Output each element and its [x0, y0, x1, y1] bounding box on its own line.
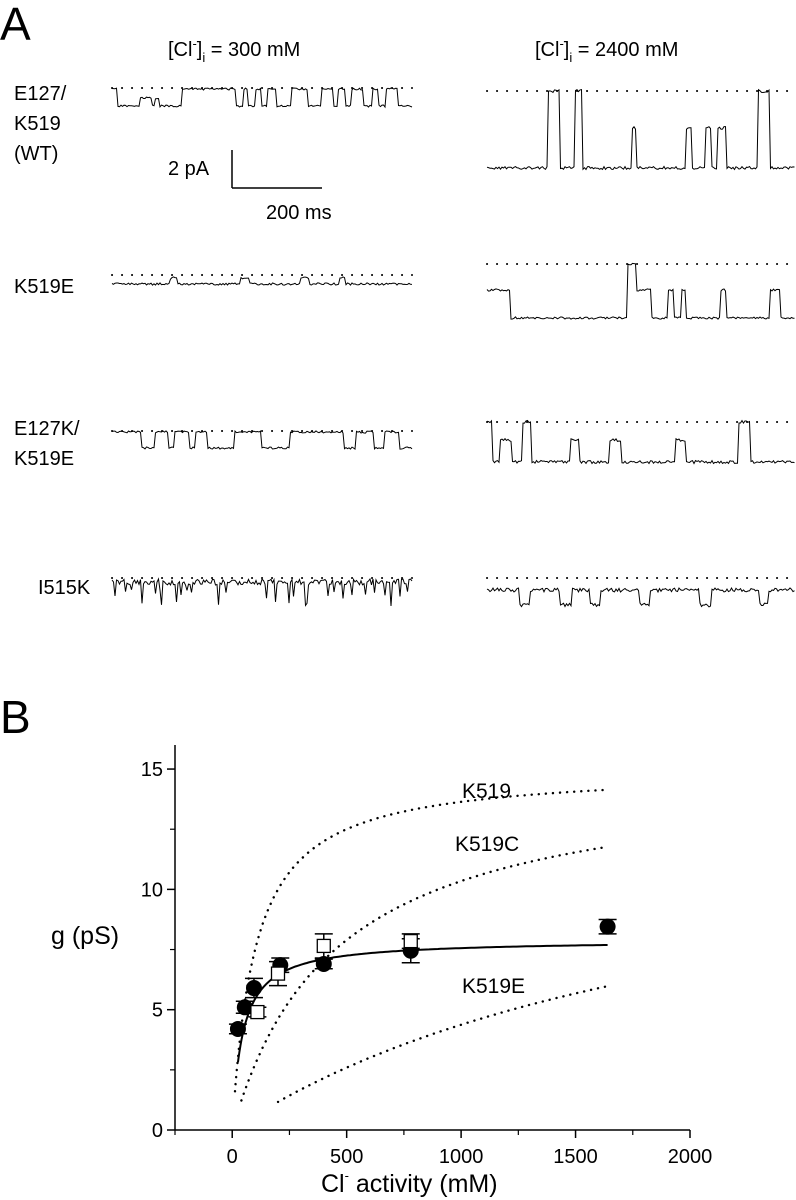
trace-e127k-2400 — [486, 419, 795, 465]
curve-labels: K519 K519C K519E — [455, 780, 525, 998]
x-axis-title-suffix: activity (mM) — [349, 1170, 498, 1198]
row-label-e127k-line1: E127K/ — [14, 418, 80, 440]
condition-2400-superscript: - — [559, 36, 563, 51]
row-label-k519e: K519E — [14, 276, 74, 298]
condition-300-suffix: = 300 mM — [205, 39, 300, 61]
data-point-circle — [599, 918, 616, 935]
curve-label-k519c: K519C — [455, 833, 519, 856]
x-ticks: 0 500 1000 1500 2000 — [174, 1130, 713, 1168]
condition-300-prefix: [Cl — [168, 39, 192, 61]
x-tick-label: 1500 — [553, 1146, 598, 1168]
x-tick-label: 1000 — [439, 1146, 484, 1168]
panel-a-letter: A — [0, 0, 31, 50]
row-label-e127k-line2: K519E — [14, 448, 74, 470]
trace-wt-2400 — [486, 88, 795, 171]
x-tick-label: 2000 — [668, 1146, 713, 1168]
condition-label-300: [Cl-]i = 300 mM — [168, 36, 300, 65]
row-label-wt-line1: E127/ — [14, 83, 67, 105]
scale-bar-current-label: 2 pA — [168, 158, 210, 180]
y-tick-label: 0 — [152, 1120, 163, 1142]
condition-2400-prefix: [Cl — [535, 39, 559, 61]
data-point-circle — [315, 955, 332, 972]
data-points — [229, 918, 616, 1037]
model-curve-k519 — [233, 788, 609, 1093]
trace-i515k-300 — [111, 577, 413, 607]
row-label-i515k: I515K — [38, 577, 91, 599]
trace-k519e-2400 — [486, 262, 795, 320]
condition-2400-suffix: = 2400 mM — [572, 39, 678, 61]
data-point-square — [250, 1004, 265, 1020]
curve-label-k519: K519 — [462, 780, 511, 803]
conductance-chart: 0 500 1000 1500 2000 0 5 10 15 K519 K519C K519E g… — [51, 745, 712, 1198]
data-point-circle — [236, 999, 253, 1016]
data-point-square — [403, 933, 418, 949]
condition-label-2400: [Cl-]i = 2400 mM — [535, 36, 678, 65]
model-curves — [233, 788, 609, 1104]
fit-curve — [236, 944, 608, 1063]
trace-e127k-300 — [111, 429, 413, 451]
trace-i515k-2400 — [486, 586, 795, 608]
data-point-circle — [229, 1020, 246, 1037]
curve-label-k519e: K519E — [462, 975, 525, 998]
x-tick-label: 0 — [227, 1146, 238, 1168]
condition-2400-subscript: i — [569, 50, 572, 65]
condition-300-close: ] — [197, 39, 203, 61]
condition-300-subscript: i — [202, 50, 205, 65]
x-axis-title-prefix: Cl — [321, 1170, 345, 1198]
scale-bar: 2 pA 200 ms — [168, 150, 332, 224]
condition-2400-close: ] — [564, 39, 570, 61]
y-tick-label: 15 — [141, 759, 163, 781]
data-point-circle — [245, 980, 262, 997]
y-tick-label: 5 — [152, 1000, 163, 1022]
panel-b-letter: B — [0, 691, 31, 743]
error-bars — [228, 918, 617, 1035]
data-point-square — [316, 938, 331, 954]
x-tick-label: 500 — [330, 1146, 363, 1168]
trace-wt-300 — [111, 87, 413, 109]
y-axis-title: g (pS) — [51, 922, 119, 950]
data-point-square — [270, 966, 286, 981]
y-tick-label: 10 — [141, 879, 163, 901]
condition-300-superscript: - — [192, 36, 196, 51]
x-axis-title-superscript: - — [345, 1168, 349, 1183]
trace-k519e-300 — [111, 276, 413, 286]
x-axis-title: Cl- activity (mM) — [321, 1168, 498, 1198]
model-curve-k519e — [276, 984, 609, 1104]
model-curve-k519c — [240, 845, 609, 1102]
fit-curve-group — [236, 944, 608, 1063]
y-ticks: 0 5 10 15 — [141, 759, 175, 1142]
row-label-wt-line3: (WT) — [14, 143, 58, 165]
row-label-wt-line2: K519 — [14, 113, 61, 135]
scale-bar-time-label: 200 ms — [266, 202, 332, 224]
